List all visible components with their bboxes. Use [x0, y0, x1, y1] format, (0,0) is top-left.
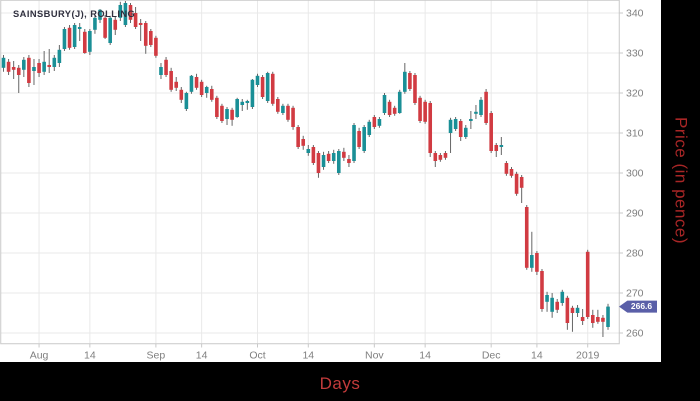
svg-text:270: 270	[626, 288, 644, 300]
chart-panel: 260 270 280 290 300 310 320 330 340 Aug 14 Sep 14 Oct…	[0, 0, 661, 362]
svg-text:340: 340	[626, 8, 644, 20]
y-axis-title: Price (in pence)	[671, 117, 691, 245]
svg-text:14: 14	[419, 350, 431, 362]
svg-text:Oct: Oct	[249, 350, 265, 362]
svg-text:14: 14	[531, 350, 543, 362]
x-axis-title: Days	[319, 373, 361, 393]
svg-text:280: 280	[626, 248, 644, 260]
svg-text:300: 300	[626, 168, 644, 180]
svg-text:14: 14	[84, 350, 96, 362]
svg-text:Sep: Sep	[147, 350, 166, 362]
svg-text:14: 14	[302, 350, 314, 362]
chart-title: SAINSBURY(J), ROLLING	[13, 9, 136, 19]
last-price-badge: 266.6	[619, 300, 657, 313]
svg-text:320: 320	[626, 88, 644, 100]
svg-text:290: 290	[626, 208, 644, 220]
svg-text:260: 260	[626, 328, 644, 340]
svg-text:14: 14	[196, 350, 208, 362]
svg-text:Nov: Nov	[365, 350, 384, 362]
svg-text:310: 310	[626, 128, 644, 140]
svg-text:2019: 2019	[576, 350, 600, 362]
svg-text:Aug: Aug	[30, 350, 49, 362]
svg-text:330: 330	[626, 48, 644, 60]
svg-text:Dec: Dec	[482, 350, 501, 362]
candlestick-chart: 260 270 280 290 300 310 320 330 340 Aug 14 Sep 14 Oct…	[0, 0, 644, 362]
